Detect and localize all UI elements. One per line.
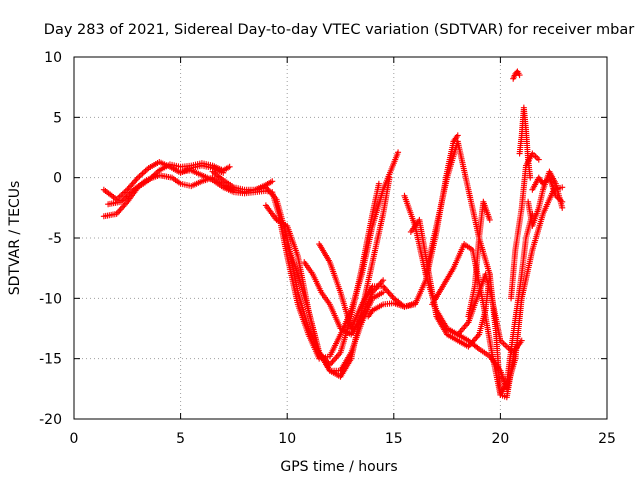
data-point [460, 325, 467, 332]
data-point [141, 169, 148, 176]
data-point [130, 179, 137, 186]
data-point [454, 132, 461, 139]
x-tick-label: 10 [278, 431, 296, 447]
x-axis-label: GPS time / hours [280, 459, 397, 475]
x-tick-label: 0 [70, 431, 79, 447]
series-track-18 [516, 104, 534, 181]
data-point [332, 355, 339, 362]
y-axis-label: SDTVAR / TECUs [7, 181, 23, 296]
data-point [269, 178, 276, 185]
data-point [132, 177, 139, 184]
data-point [486, 216, 493, 223]
data-point [412, 300, 419, 307]
data-point [330, 357, 337, 364]
marks-layer [100, 68, 566, 401]
data-point [559, 184, 566, 191]
x-tick-label: 5 [176, 431, 185, 447]
data-point [118, 204, 125, 211]
series-track-21 [529, 174, 566, 205]
data-point [473, 334, 480, 341]
data-point [375, 180, 382, 187]
chart-title: Day 283 of 2021, Sidereal Day-to-day VTE… [44, 22, 634, 38]
data-point [138, 171, 145, 178]
data-point [142, 167, 149, 174]
y-tick-label: -20 [39, 412, 62, 428]
series-track-11 [401, 192, 525, 356]
data-point [486, 271, 493, 278]
data-point [527, 174, 534, 181]
data-point [123, 193, 130, 200]
series-track-7 [284, 241, 387, 374]
x-tick-label: 15 [385, 431, 403, 447]
data-point [329, 358, 336, 365]
data-point [126, 190, 133, 197]
y-tick-label: 5 [53, 110, 62, 126]
y-tick-label: -10 [39, 291, 62, 307]
data-point [559, 204, 566, 211]
data-point [380, 277, 387, 284]
data-point [395, 149, 402, 156]
axis-layer: 0 5 10 15 20 25 -20 -15 -10 -5 0 5 10 [39, 50, 616, 447]
data-point [136, 173, 143, 180]
x-tick-label: 25 [598, 431, 616, 447]
data-point [220, 169, 227, 176]
data-point [333, 354, 340, 361]
data-point [226, 163, 233, 170]
x-tick-label: 20 [491, 431, 509, 447]
data-point [559, 198, 566, 205]
series-track-8 [301, 259, 387, 338]
data-point [385, 289, 392, 296]
data-point [120, 196, 127, 203]
data-point [134, 174, 141, 181]
series-track-15 [444, 184, 566, 392]
data-point [117, 198, 124, 205]
data-point [334, 352, 341, 359]
data-point [382, 286, 389, 293]
data-point [122, 194, 129, 201]
data-point [129, 188, 136, 195]
series-track-16 [465, 198, 493, 320]
data-point [117, 206, 124, 213]
y-tick-label: 10 [44, 50, 62, 66]
series-track-20 [525, 168, 566, 229]
data-point [462, 322, 469, 329]
data-point [384, 287, 391, 294]
data-point [139, 170, 146, 177]
data-point [461, 323, 468, 330]
series-track-9 [316, 132, 461, 332]
series-track-10 [365, 300, 419, 320]
data-point [129, 180, 136, 187]
series-track-17 [508, 150, 542, 302]
data-point [119, 197, 126, 204]
data-point [133, 176, 140, 183]
data-point [535, 156, 542, 163]
y-tick-label: 0 [53, 171, 62, 187]
data-point [125, 192, 132, 199]
data-point [127, 189, 134, 196]
data-point [388, 292, 395, 299]
data-point [116, 207, 123, 214]
y-tick-label: -5 [48, 231, 62, 247]
data-point [389, 293, 396, 300]
series-track-19 [510, 68, 523, 82]
data-point [458, 327, 465, 334]
data-point [380, 289, 387, 296]
data-point [386, 174, 393, 181]
data-point [381, 284, 388, 291]
data-point [378, 278, 385, 285]
data-point [516, 72, 523, 79]
y-tick-label: -15 [39, 352, 62, 368]
data-point [472, 336, 479, 343]
data-point [386, 290, 393, 297]
